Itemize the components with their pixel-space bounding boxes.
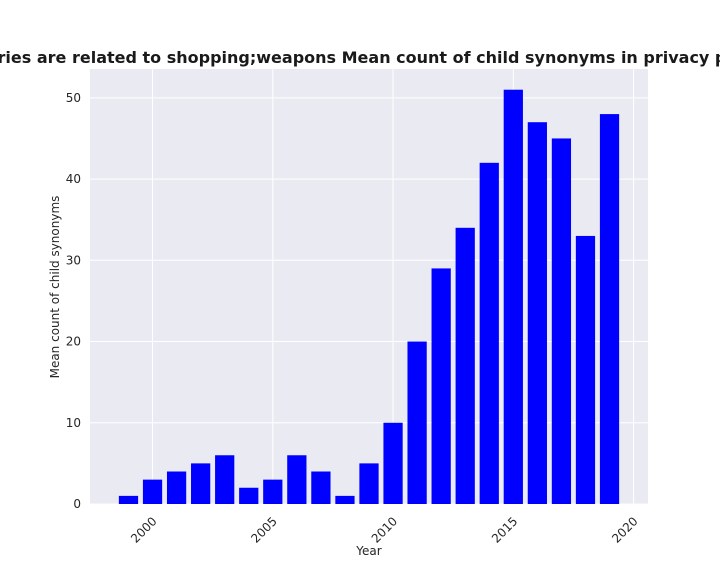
chart-title: categories are related to shopping;weapo… <box>0 48 720 67</box>
bar <box>118 495 139 504</box>
x-tick-label: 2000 <box>128 514 159 545</box>
bar <box>455 227 475 505</box>
x-tick-label: 2010 <box>369 514 400 545</box>
y-axis-label: Mean count of child synonyms <box>48 196 62 379</box>
y-axis-ticks: 0 10 20 30 40 50 <box>66 91 81 511</box>
bar <box>287 455 307 504</box>
bar <box>551 138 572 504</box>
y-tick-label: 50 <box>66 91 81 105</box>
bar <box>479 162 499 504</box>
y-tick-label: 40 <box>66 172 81 186</box>
bar <box>431 268 451 504</box>
bar <box>575 235 596 504</box>
bar <box>142 479 163 504</box>
bar <box>263 479 283 504</box>
bar <box>215 455 235 504</box>
bar <box>191 463 211 504</box>
bar <box>383 422 403 504</box>
bar <box>239 487 259 504</box>
x-axis-ticks: 2000 2005 2010 2015 2020 <box>128 514 641 545</box>
bar <box>335 495 355 504</box>
bar <box>599 114 620 504</box>
bar <box>166 471 187 504</box>
x-axis-label: Year <box>355 544 381 558</box>
bar <box>503 89 523 504</box>
y-tick-label: 30 <box>66 253 81 267</box>
bar <box>311 471 331 504</box>
x-tick-label: 2015 <box>489 514 520 545</box>
x-tick-label: 2005 <box>248 514 279 545</box>
bar <box>527 122 547 505</box>
bar <box>407 341 427 504</box>
bar <box>359 463 379 504</box>
y-tick-label: 20 <box>66 335 81 349</box>
x-tick-label: 2020 <box>609 514 640 545</box>
y-tick-label: 10 <box>66 416 81 430</box>
y-tick-label: 0 <box>73 497 81 511</box>
bars <box>118 89 620 505</box>
